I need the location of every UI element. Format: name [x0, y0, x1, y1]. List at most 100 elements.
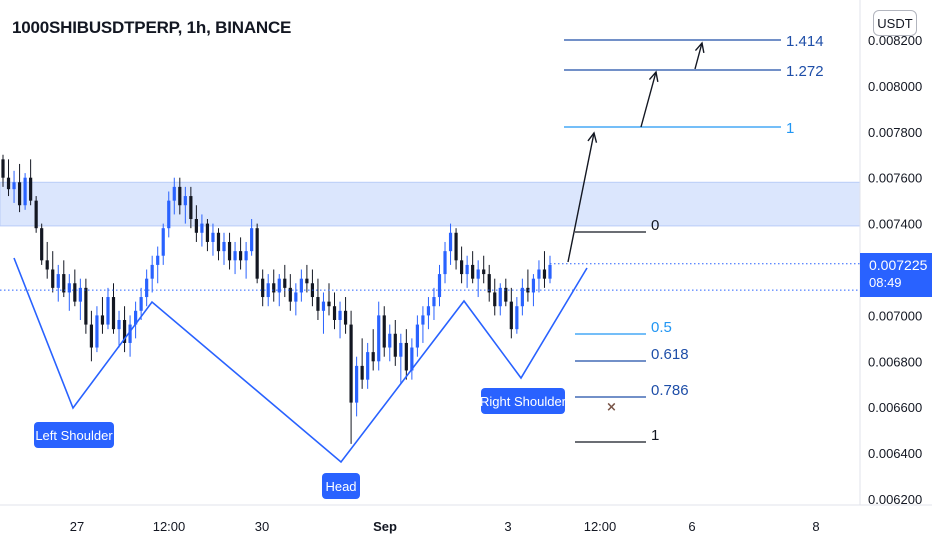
candle: [482, 255, 486, 284]
candle: [277, 274, 281, 307]
candle-body: [45, 260, 49, 270]
price-tick-label: 0.006400: [868, 446, 922, 461]
candle: [526, 269, 530, 302]
candle-body: [548, 264, 552, 279]
projection-arrow-2-shaft: [640, 71, 657, 128]
candle: [371, 329, 375, 371]
candle-body: [421, 315, 425, 325]
candle-body: [288, 287, 292, 302]
candle-body: [443, 251, 447, 275]
candle-body: [106, 297, 110, 325]
candle: [288, 274, 292, 311]
candle: [305, 264, 309, 293]
candle-body: [29, 177, 33, 201]
candle-body: [371, 352, 375, 362]
candle: [294, 283, 298, 316]
projection-arrow-2: [640, 70, 659, 128]
candle-body: [294, 292, 298, 302]
time-tick-label: 27: [70, 519, 84, 534]
currency-selector[interactable]: USDT: [873, 10, 917, 36]
candle-body: [382, 315, 386, 348]
candle-body: [12, 182, 16, 190]
candle: [233, 241, 237, 275]
candle-body: [504, 287, 508, 302]
candle: [34, 196, 38, 233]
price-tick-label: 0.007800: [868, 125, 922, 140]
candle-body: [51, 269, 55, 288]
candle-body: [415, 324, 419, 348]
candle: [89, 310, 94, 362]
candle-body: [78, 287, 82, 302]
candle: [73, 269, 77, 307]
candle: [62, 260, 66, 298]
candle: [349, 310, 353, 444]
candle-body: [432, 297, 436, 307]
candle-body: [487, 274, 491, 293]
candle-body: [100, 315, 105, 325]
time-tick-label: 3: [504, 519, 511, 534]
candle-body: [261, 278, 265, 298]
candle: [459, 246, 464, 284]
candle: [17, 163, 22, 213]
projection-arrow-1-head: [587, 131, 598, 143]
price-tick-label: 0.007400: [868, 217, 922, 232]
candle: [1, 154, 5, 187]
candle: [465, 255, 469, 288]
candle-body: [255, 228, 259, 279]
candle-body: [117, 319, 121, 330]
resistance-zone: [0, 181, 861, 227]
candle: [537, 260, 541, 293]
candle-body: [520, 287, 524, 307]
candle-body: [183, 196, 187, 206]
candle-body: [355, 365, 359, 403]
candle: [498, 283, 502, 316]
candle: [156, 246, 160, 284]
candle-body: [327, 301, 331, 307]
candle: [45, 241, 49, 279]
fib-ext-label: 1.272: [786, 63, 824, 80]
time-tick-label: 12:00: [584, 519, 617, 534]
candle-body: [111, 297, 116, 330]
time-tick-label: 12:00: [153, 519, 186, 534]
candle-body: [244, 251, 248, 261]
candle: [161, 223, 165, 265]
candle-body: [366, 352, 370, 380]
head-label-text: Head: [325, 479, 356, 494]
projection-arrow-3-head: [694, 41, 705, 53]
candle-body: [526, 287, 530, 293]
fib-ext-label: 1: [786, 120, 794, 137]
candle-body: [172, 186, 176, 201]
candle: [194, 205, 198, 242]
time-tick-label: 6: [688, 519, 695, 534]
candle-body: [128, 324, 132, 343]
candle-body: [299, 278, 303, 293]
candle: [493, 278, 497, 316]
right-shoulder-label-box: [481, 388, 565, 414]
candle-body: [498, 287, 502, 307]
candle-body: [134, 310, 138, 325]
bar-countdown: 08:49: [869, 275, 902, 290]
candle: [111, 283, 116, 334]
candle: [100, 297, 105, 334]
candle: [548, 255, 552, 284]
candle: [299, 269, 303, 302]
candle: [520, 278, 524, 316]
candle: [454, 228, 458, 270]
candle: [393, 319, 397, 366]
candle: [283, 264, 287, 298]
projection-arrow-1-shaft: [567, 132, 595, 263]
candle: [6, 159, 11, 197]
candle: [134, 301, 138, 339]
time-tick-label: 8: [812, 519, 819, 534]
price-tick-label: 0.006200: [868, 492, 922, 507]
candle: [261, 269, 265, 307]
left-shoulder-label-box: [34, 422, 114, 448]
candle-body: [238, 251, 243, 261]
head-label-box: [322, 473, 360, 499]
candle-body: [67, 283, 71, 293]
candle-body: [410, 347, 414, 371]
candle-body: [493, 292, 497, 307]
candle: [366, 342, 370, 389]
right-shoulder-label-text: Right Shoulder: [480, 394, 567, 409]
